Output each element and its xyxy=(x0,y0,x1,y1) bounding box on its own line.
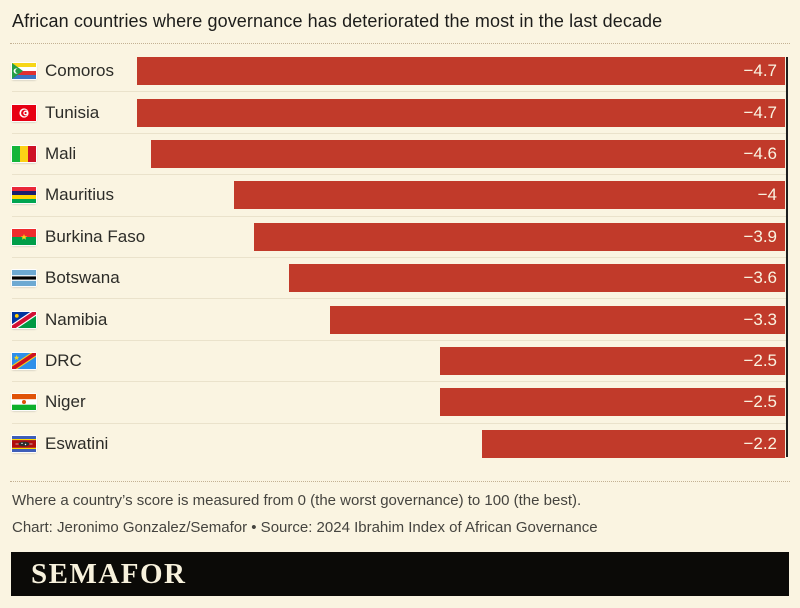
bar-zone: −4.7 xyxy=(137,50,785,91)
bar-row-mali: Mali −4.6 xyxy=(12,132,788,174)
country-label-cell: Burkina Faso xyxy=(12,227,145,247)
country-name: Mali xyxy=(45,143,77,163)
niger-flag-icon xyxy=(12,394,36,411)
namibia-flag-icon xyxy=(12,311,36,328)
bar-drc: −2.5 xyxy=(440,346,785,375)
footnote: Where a country’s score is measured from… xyxy=(12,492,582,509)
country-label-cell: Botswana xyxy=(12,268,137,288)
country-label-cell: Mauritius xyxy=(12,185,137,205)
mali-flag-icon xyxy=(12,145,36,162)
bar-zone: −3.3 xyxy=(137,299,785,339)
chart-title: African countries where governance has d… xyxy=(12,11,663,31)
bar-row-tunisia: Tunisia −4.7 xyxy=(12,91,788,132)
bar-chart: Comoros −4.7 Tunisia −4.7 Mali −4.6 Mauritius −… xyxy=(12,50,788,464)
logo-text: SEMAFOR xyxy=(31,557,187,590)
country-label-cell: DRC xyxy=(12,351,137,371)
eswatini-flag-icon xyxy=(12,435,36,452)
bar-zone: −4.7 xyxy=(137,92,785,132)
value-label: −4.7 xyxy=(743,102,777,122)
country-label-cell: Tunisia xyxy=(12,103,137,123)
tunisia-flag-icon xyxy=(12,104,36,121)
bar-zone: −2.5 xyxy=(137,341,785,381)
bar-row-drc: DRC −2.5 xyxy=(12,339,788,381)
value-label: −4.6 xyxy=(743,143,777,163)
value-label: −2.2 xyxy=(743,433,777,453)
country-label-cell: Niger xyxy=(12,392,137,412)
bar-row-eswatini: Eswatini −2.2 xyxy=(12,422,788,464)
country-name: Niger xyxy=(45,392,86,412)
country-label-cell: Comoros xyxy=(12,61,137,81)
bar-namibia: −3.3 xyxy=(330,305,785,334)
country-label-cell: Eswatini xyxy=(12,434,137,454)
bar-eswatini: −2.2 xyxy=(481,429,785,458)
bar-niger: −2.5 xyxy=(440,388,785,417)
country-name: Burkina Faso xyxy=(45,226,146,246)
value-label: −3.6 xyxy=(743,268,777,288)
footer-separator xyxy=(10,481,790,482)
zero-baseline xyxy=(786,57,788,457)
country-name: Mauritius xyxy=(45,185,114,205)
value-label: −3.3 xyxy=(743,309,777,329)
drc-flag-icon xyxy=(12,352,36,369)
country-label-cell: Mali xyxy=(12,144,137,164)
bar-zone: −3.6 xyxy=(137,258,785,298)
bar-row-namibia: Namibia −3.3 xyxy=(12,298,788,339)
bar-zone: −2.2 xyxy=(137,424,785,464)
bar-tunisia: −4.7 xyxy=(137,98,785,127)
country-label-cell: Namibia xyxy=(12,310,137,330)
bar-row-niger: Niger −2.5 xyxy=(12,381,788,422)
credit-line: Chart: Jeronimo Gonzalez/Semafor • Sourc… xyxy=(12,519,598,536)
botswana-flag-icon xyxy=(12,270,36,287)
value-label: −3.9 xyxy=(743,226,777,246)
value-label: −4 xyxy=(757,185,777,205)
value-label: −2.5 xyxy=(743,350,777,370)
bar-row-mauritius: Mauritius −4 xyxy=(12,174,788,215)
bar-zone: −4 xyxy=(137,175,785,215)
semafor-logo: SEMAFOR xyxy=(11,552,789,596)
bar-row-comoros: Comoros −4.7 xyxy=(12,50,788,91)
bar-mauritius: −4 xyxy=(233,181,785,210)
country-name: Botswana xyxy=(45,268,120,288)
country-name: Namibia xyxy=(45,309,108,329)
bar-zone: −3.9 xyxy=(145,217,785,257)
country-name: Comoros xyxy=(45,60,114,80)
country-name: Tunisia xyxy=(45,102,100,122)
burkina-faso-flag-icon xyxy=(12,228,36,245)
country-name: Eswatini xyxy=(45,433,109,453)
mauritius-flag-icon xyxy=(12,187,36,204)
bar-row-botswana: Botswana −3.6 xyxy=(12,256,788,298)
bar-zone: −2.5 xyxy=(137,382,785,422)
country-name: DRC xyxy=(45,350,82,370)
bar-comoros: −4.7 xyxy=(137,56,785,85)
value-label: −4.7 xyxy=(743,60,777,80)
bar-zone: −4.6 xyxy=(137,134,785,174)
value-label: −2.5 xyxy=(743,392,777,412)
bar-botswana: −3.6 xyxy=(288,264,785,293)
comoros-flag-icon xyxy=(12,62,36,79)
bar-mali: −4.6 xyxy=(150,139,785,168)
bar-row-burkina-faso: Burkina Faso −3.9 xyxy=(12,215,788,257)
title-separator xyxy=(10,43,790,44)
bar-burkina-faso: −3.9 xyxy=(254,222,785,251)
